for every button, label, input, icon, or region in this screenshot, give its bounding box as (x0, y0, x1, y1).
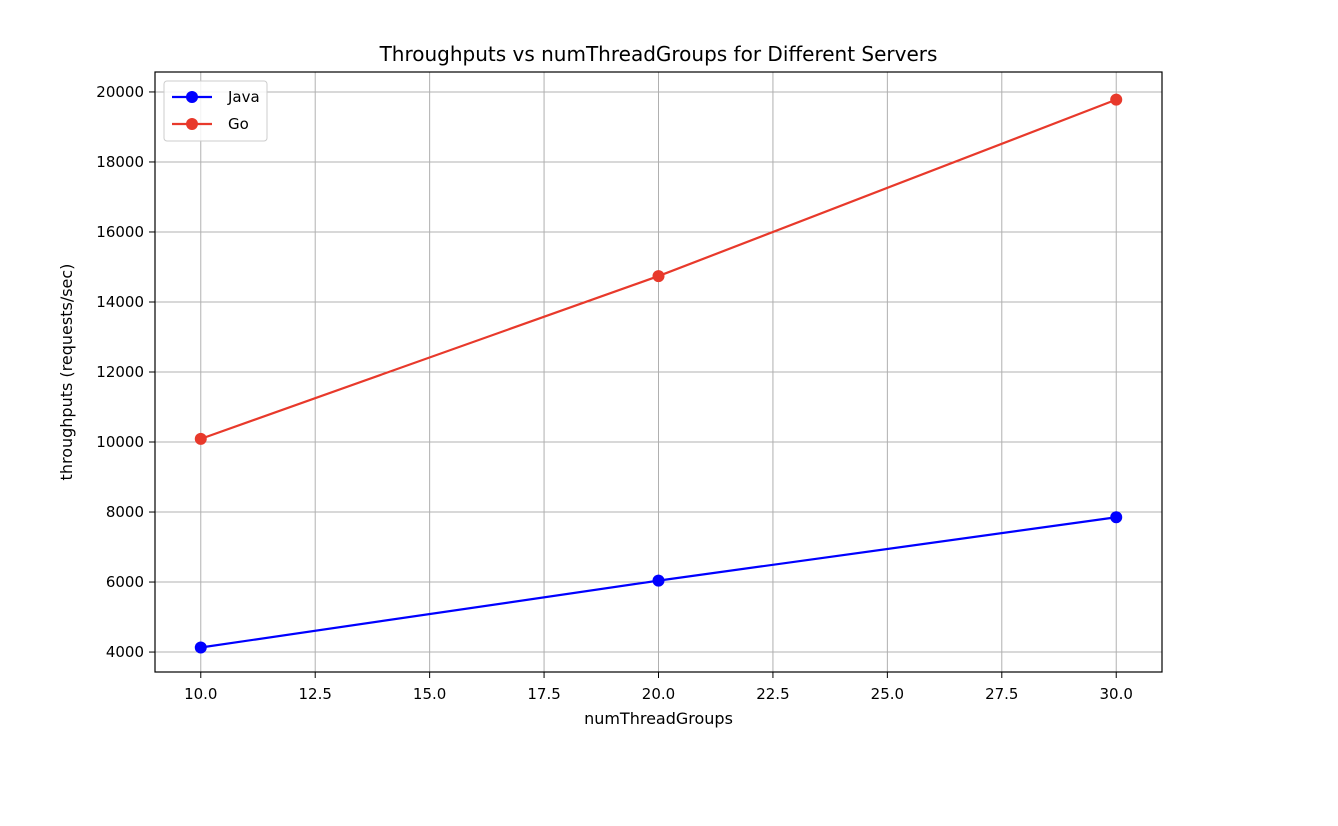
data-point-java (194, 641, 207, 654)
chart-title: Throughputs vs numThreadGroups for Diffe… (379, 42, 938, 66)
y-tick-label: 20000 (96, 83, 144, 101)
data-point-go (1110, 93, 1123, 106)
y-tick-label: 10000 (96, 433, 144, 451)
x-axis-ticks: 10.0 12.5 15.0 17.5 20.0 22.5 25.0 27.5 30.0 (184, 672, 1133, 703)
series-java (194, 511, 1123, 654)
series-go (194, 93, 1123, 445)
legend-swatch-marker (186, 118, 198, 130)
x-tick-label: 30.0 (1100, 685, 1133, 703)
y-tick-label: 4000 (106, 643, 144, 661)
legend-swatch-marker (186, 91, 198, 103)
series-layer (194, 93, 1123, 654)
y-tick-label: 18000 (96, 153, 144, 171)
legend-label: Java (227, 88, 260, 106)
data-point-go (194, 432, 207, 445)
y-tick-label: 6000 (106, 573, 144, 591)
grid-lines (155, 72, 1162, 672)
y-axis-label: throughputs (requests/sec) (57, 264, 76, 481)
y-tick-label: 16000 (96, 223, 144, 241)
legend-item: Go (172, 115, 249, 133)
x-tick-label: 20.0 (642, 685, 675, 703)
x-tick-label: 25.0 (871, 685, 904, 703)
y-axis-ticks: 4000 6000 8000 10000 12000 14000 16000 18000 200… (96, 83, 155, 661)
x-tick-label: 27.5 (985, 685, 1018, 703)
data-point-go (652, 270, 665, 283)
x-tick-label: 15.0 (413, 685, 446, 703)
y-tick-label: 12000 (96, 363, 144, 381)
legend: Java Go (163, 80, 268, 142)
y-tick-label: 8000 (106, 503, 144, 521)
y-tick-label: 14000 (96, 293, 144, 311)
data-point-java (652, 574, 665, 587)
x-tick-label: 10.0 (184, 685, 217, 703)
x-tick-label: 17.5 (527, 685, 560, 703)
x-tick-label: 12.5 (299, 685, 332, 703)
legend-item: Java (172, 88, 260, 106)
legend-label: Go (228, 115, 249, 133)
x-tick-label: 22.5 (756, 685, 789, 703)
x-axis-label: numThreadGroups (584, 709, 733, 728)
data-point-java (1110, 511, 1123, 524)
